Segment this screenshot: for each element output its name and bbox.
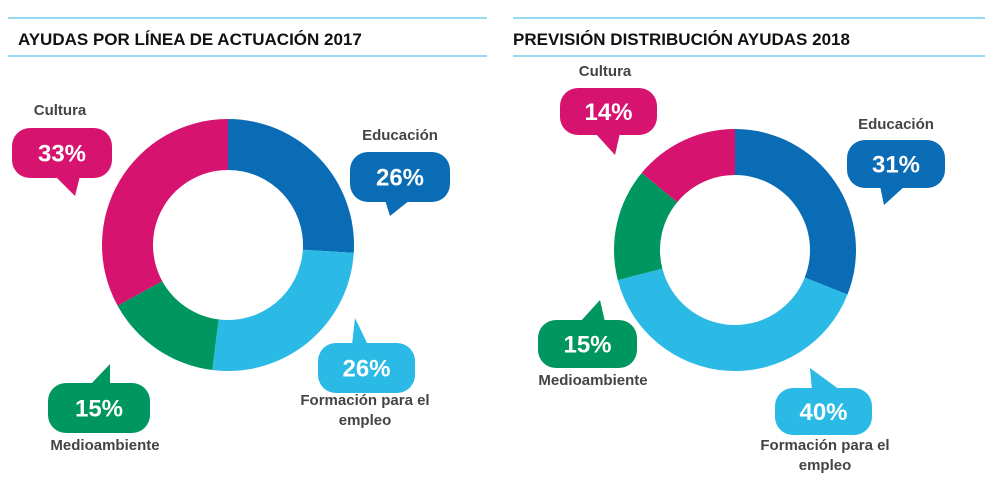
category-label: Medioambiente [50, 437, 160, 454]
value-label: 40% [799, 399, 847, 426]
callout-bubble [12, 128, 112, 178]
chart-title: PREVISIÓN DISTRIBUCIÓN AYUDAS 2018 [513, 30, 850, 49]
category-label: Formación para el empleo [760, 437, 890, 474]
value-label: 26% [376, 165, 424, 192]
donut-slice [641, 129, 735, 203]
callout-tail [880, 186, 905, 205]
callout-bubble [560, 88, 657, 135]
callout-tail [580, 300, 605, 322]
category-label: Cultura [578, 63, 632, 80]
callout-tail [385, 200, 410, 216]
callout-bubble [350, 152, 450, 202]
value-label: 31% [872, 152, 920, 179]
donut-slice [617, 268, 848, 371]
callout-bubble [318, 343, 415, 393]
category-label: Educación [362, 127, 438, 144]
donut-slice [212, 249, 354, 371]
category-label: Cultura [33, 102, 87, 119]
donut-slice [614, 172, 678, 281]
donut-slice [117, 281, 219, 371]
category-label: Medioambiente [538, 372, 648, 389]
chart-title: AYUDAS POR LÍNEA DE ACTUACIÓN 2017 [18, 30, 362, 49]
donut-slice [228, 119, 354, 253]
callout-tail [55, 176, 80, 196]
value-label: 14% [584, 99, 632, 126]
donut-slice [101, 119, 228, 306]
callout-tail [352, 318, 368, 345]
callout-tail [90, 364, 110, 385]
callout-tail [810, 368, 840, 390]
callout-bubble [775, 388, 872, 435]
category-label: Educación [858, 116, 934, 133]
donut-slice [735, 129, 856, 295]
callout-bubble [538, 320, 637, 368]
category-label: Formación para el empleo [300, 392, 430, 429]
value-label: 33% [38, 141, 86, 168]
callout-bubble [48, 383, 150, 433]
callout-tail [595, 133, 620, 155]
callout-bubble [847, 140, 945, 188]
value-label: 15% [563, 332, 611, 359]
value-label: 15% [75, 396, 123, 423]
value-label: 26% [342, 356, 390, 383]
